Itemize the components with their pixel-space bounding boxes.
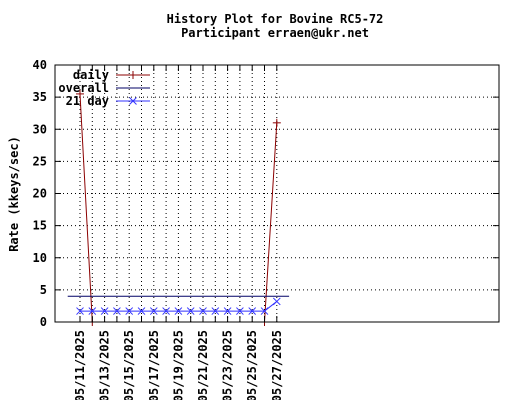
chart-title: History Plot for Bovine RC5-72 [167,12,384,26]
y-tick-label: 40 [33,58,47,72]
x-tick-label: 05/21/2025 [196,330,210,400]
data-point [199,307,207,315]
x-tick-label: 05/25/2025 [245,330,259,400]
y-tick-label: 0 [40,315,47,329]
x-tick-label: 05/11/2025 [73,330,87,400]
axes: 0 5 10 15 20 25 30 35 40 05/11/2025 05/13/2025 05/1… [33,58,499,400]
grid [55,65,499,322]
legend-label: daily [73,68,109,82]
y-axis-label: Rate (kkeys/sec) [7,136,21,252]
data-point [125,307,134,315]
legend-label: overall [58,81,109,95]
data-point [174,307,183,315]
legend-label: 21 day [66,94,109,108]
y-tick-label: 15 [33,219,47,233]
data-point [100,307,109,315]
data-point [260,307,269,315]
x-tick-label: 05/19/2025 [171,330,185,400]
x-tick-label: 05/13/2025 [98,330,112,400]
data-point [162,307,170,315]
data-point [236,307,244,315]
data-point [211,307,220,315]
series-21-day [76,297,281,315]
data-point [223,307,232,315]
x-tick-label: 05/27/2025 [270,330,284,400]
y-tick-label: 25 [33,154,47,168]
series-line [79,93,278,323]
data-point [248,307,257,315]
y-tick-label: 5 [40,283,47,297]
x-tick-label: 05/15/2025 [122,330,136,400]
data-point [76,307,84,315]
data-point [113,307,121,315]
data-point [129,97,137,105]
x-tick-label: 05/17/2025 [147,330,161,400]
data-point [149,307,158,315]
x-tick-label: 05/23/2025 [221,330,235,400]
data-point [272,297,281,306]
y-tick-label: 35 [33,90,47,104]
y-tick-label: 10 [33,251,47,265]
data-point [88,307,97,315]
chart-subtitle: Participant erraen@ukr.net [181,26,369,40]
y-tick-label: 30 [33,122,47,136]
y-tick-label: 20 [33,187,47,201]
data-point [186,307,195,315]
data-point [137,307,146,315]
